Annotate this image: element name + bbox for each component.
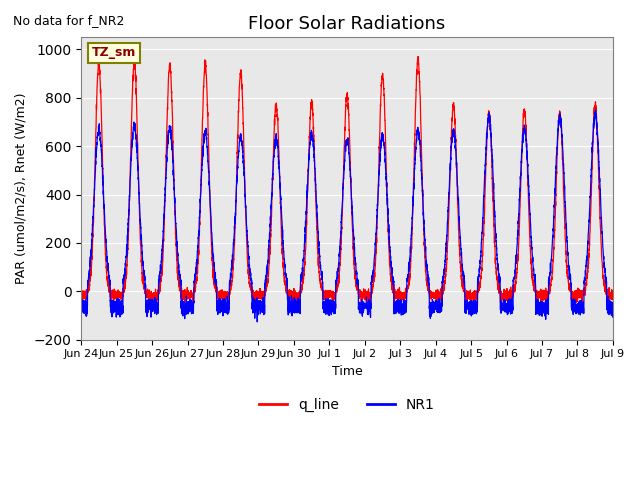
Text: TZ_sm: TZ_sm bbox=[92, 47, 136, 60]
q_line bbox=[292, 300, 300, 306]
q_line bbox=[437, 295, 445, 300]
NR1 bbox=[609, 300, 616, 305]
q_line bbox=[415, 54, 422, 60]
NR1 bbox=[437, 309, 445, 314]
q_line bbox=[77, 295, 85, 300]
Line: q_line: q_line bbox=[81, 57, 613, 303]
NR1 bbox=[77, 299, 85, 305]
NR1 bbox=[609, 304, 617, 310]
q_line bbox=[609, 292, 616, 298]
q_line bbox=[609, 294, 617, 300]
Y-axis label: PAR (umol/m2/s), Rnet (W/m2): PAR (umol/m2/s), Rnet (W/m2) bbox=[15, 93, 28, 284]
q_line bbox=[467, 291, 474, 297]
q_line bbox=[173, 258, 180, 264]
Line: NR1: NR1 bbox=[81, 110, 613, 322]
NR1 bbox=[497, 306, 504, 312]
X-axis label: Time: Time bbox=[332, 365, 362, 378]
Text: No data for f_NR2: No data for f_NR2 bbox=[13, 14, 124, 27]
NR1 bbox=[592, 107, 600, 113]
Title: Floor Solar Radiations: Floor Solar Radiations bbox=[248, 15, 445, 33]
NR1 bbox=[173, 237, 180, 242]
q_line bbox=[497, 299, 504, 304]
NR1 bbox=[253, 319, 261, 325]
Legend: q_line, NR1: q_line, NR1 bbox=[254, 392, 440, 418]
NR1 bbox=[327, 310, 335, 315]
NR1 bbox=[467, 308, 474, 314]
q_line bbox=[327, 295, 335, 300]
